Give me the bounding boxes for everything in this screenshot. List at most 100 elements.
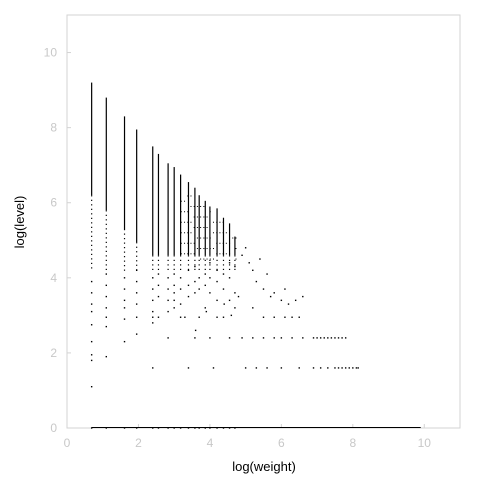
column-point-14-3 (216, 269, 218, 272)
axis-ticks: 0 2 4 6 8 10 0 2 4 6 8 10 (44, 46, 432, 450)
cloud-point (206, 258, 208, 260)
column-dot (216, 255, 218, 257)
column-point-2-1 (123, 340, 126, 343)
column-7 (173, 167, 175, 429)
scatter-point-8 (269, 295, 272, 298)
column-point-3-4 (135, 292, 138, 294)
cloud-point (200, 237, 202, 239)
column-dot (234, 264, 236, 266)
column-point-5-0 (157, 427, 160, 429)
column-point-3-2 (135, 316, 138, 318)
column-dot (105, 255, 107, 257)
column-point-10-2 (194, 292, 196, 294)
cloud-point (184, 232, 186, 234)
column-dot (216, 259, 218, 261)
cloud-point (200, 258, 202, 260)
cloud-point (222, 221, 224, 223)
column-point-16-0 (228, 427, 231, 429)
column-dot (198, 255, 200, 257)
column-point-8-1 (179, 316, 182, 318)
column-dot (167, 255, 169, 257)
column-12 (204, 200, 206, 429)
cloud-point (222, 232, 224, 234)
cloud-point (184, 253, 186, 255)
cloud-point (212, 248, 214, 250)
column-dot (105, 223, 107, 225)
column-dot (105, 264, 107, 266)
column-dot (136, 260, 138, 262)
cloud-point (235, 258, 237, 260)
column-dot (187, 255, 190, 257)
column-point-4-4 (152, 310, 154, 313)
cloud-point (209, 248, 211, 250)
cloud-point (190, 232, 192, 234)
column-dot (105, 232, 107, 234)
column-dot (194, 255, 196, 257)
column-point-2-3 (123, 307, 126, 309)
cloud-point (206, 227, 208, 229)
cloud-point (203, 258, 205, 260)
scatter-point-15 (252, 307, 254, 309)
cloud-point (187, 221, 189, 223)
column-dot (198, 268, 200, 271)
column-dot (209, 255, 211, 257)
column-dot (91, 195, 93, 197)
scatter-point-49 (341, 367, 343, 369)
column-point-1-7 (105, 273, 107, 275)
column-dot (91, 208, 93, 210)
column-dot (157, 259, 160, 261)
column-point-6-5 (167, 277, 169, 279)
column-point-11-1 (198, 316, 200, 318)
column-point-4-6 (152, 288, 154, 290)
column-dot (136, 264, 138, 266)
column-6 (167, 163, 169, 429)
column-dot (173, 268, 175, 271)
scatter-point-26 (291, 337, 293, 339)
column-dot (194, 259, 196, 261)
cloud-point (225, 253, 227, 255)
column-point-15-3 (222, 273, 225, 275)
column-point-12-3 (204, 273, 206, 275)
scatter-point-34 (334, 337, 336, 339)
cloud-point (184, 200, 186, 202)
column-point-2-6 (123, 277, 126, 279)
column-dot (123, 251, 126, 253)
column-point-1-2 (105, 325, 107, 328)
column-10 (194, 187, 196, 429)
y-tick-label-2: 4 (50, 271, 57, 285)
column-point-4-1 (152, 367, 154, 369)
column-dot (222, 259, 225, 261)
column-dot (194, 268, 196, 271)
scatter-point-12 (287, 303, 290, 305)
scatter-point-42 (280, 367, 283, 369)
x-axis-label: log(weight) (232, 459, 296, 474)
scatter-point-59 (216, 316, 218, 318)
column-dot (123, 233, 126, 235)
scatter-point-9 (273, 292, 275, 294)
column-point-6-1 (167, 337, 169, 339)
cloud-point (184, 221, 186, 223)
column-14 (216, 208, 218, 429)
cloud-point (180, 211, 182, 213)
column-dot (105, 268, 107, 271)
cloud-point (232, 237, 234, 239)
scatter-point-14 (302, 295, 304, 298)
cloud-point (203, 205, 205, 207)
column-dot (209, 268, 211, 271)
x-tick-label-5: 10 (418, 436, 432, 450)
column-point-13-4 (209, 262, 211, 264)
column-point-1-0 (105, 427, 107, 429)
column-point-17-3 (234, 265, 236, 268)
scatter-point-62 (237, 295, 240, 298)
column-point-0-6 (90, 310, 93, 313)
column-point-2-5 (123, 288, 126, 290)
scatter-point-35 (337, 337, 340, 339)
column-3 (135, 129, 138, 429)
scatter-point-48 (337, 367, 340, 369)
column-point-7-3 (173, 284, 175, 287)
column-point-16-1 (228, 337, 231, 339)
column-dot (136, 242, 138, 244)
column-point-1-3 (105, 316, 107, 318)
column-dot (123, 269, 126, 271)
